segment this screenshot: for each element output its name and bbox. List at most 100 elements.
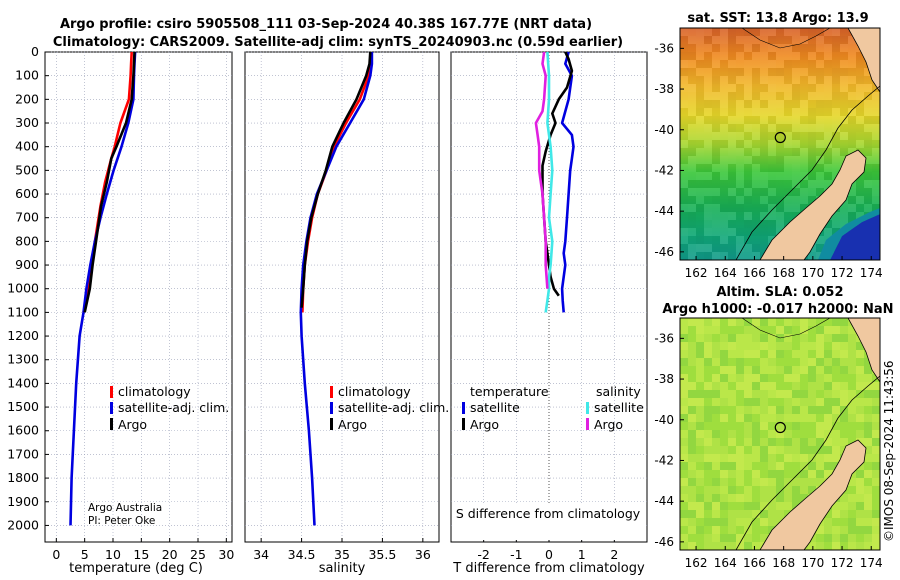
texture-cell bbox=[712, 180, 720, 188]
texture-cell bbox=[808, 84, 816, 92]
texture-cell bbox=[824, 156, 832, 164]
texture-cell bbox=[736, 188, 744, 196]
texture-cell bbox=[840, 518, 848, 526]
texture-cell bbox=[736, 366, 744, 374]
texture-cell bbox=[840, 542, 848, 550]
texture-cell bbox=[720, 358, 728, 366]
texture-cell bbox=[824, 430, 832, 438]
texture-cell bbox=[680, 132, 688, 140]
texture-cell bbox=[744, 68, 752, 76]
texture-cell bbox=[776, 454, 784, 462]
texture-cell bbox=[720, 342, 728, 350]
texture-cell bbox=[760, 44, 768, 52]
texture-cell bbox=[768, 84, 776, 92]
y-tick-label: 1300 bbox=[7, 352, 39, 367]
texture-cell bbox=[800, 406, 808, 414]
texture-cell bbox=[752, 502, 760, 510]
texture-cell bbox=[728, 84, 736, 92]
texture-cell bbox=[744, 212, 752, 220]
texture-cell bbox=[728, 454, 736, 462]
texture-cell bbox=[760, 350, 768, 358]
texture-cell bbox=[688, 526, 696, 534]
texture-cell bbox=[776, 366, 784, 374]
texture-cell bbox=[696, 478, 704, 486]
texture-cell bbox=[872, 534, 880, 542]
texture-cell bbox=[856, 398, 864, 406]
texture-cell bbox=[752, 92, 760, 100]
texture-cell bbox=[680, 116, 688, 124]
texture-cell bbox=[800, 382, 808, 390]
texture-cell bbox=[864, 108, 872, 116]
texture-cell bbox=[728, 326, 736, 334]
texture-cell bbox=[728, 132, 736, 140]
texture-cell bbox=[720, 350, 728, 358]
texture-cell bbox=[688, 326, 696, 334]
texture-cell bbox=[872, 374, 880, 382]
texture-cell bbox=[760, 204, 768, 212]
lon-tick-label: 162 bbox=[685, 266, 708, 280]
legend-mark-climatology bbox=[330, 386, 333, 398]
texture-cell bbox=[856, 414, 864, 422]
texture-cell bbox=[776, 180, 784, 188]
texture-cell bbox=[864, 406, 872, 414]
texture-cell bbox=[752, 172, 760, 180]
texture-cell bbox=[760, 92, 768, 100]
texture-cell bbox=[720, 374, 728, 382]
texture-cell bbox=[696, 502, 704, 510]
legend-mark-argo bbox=[330, 418, 333, 430]
texture-cell bbox=[712, 252, 720, 260]
texture-cell bbox=[872, 116, 880, 124]
texture-cell bbox=[768, 358, 776, 366]
texture-cell bbox=[720, 44, 728, 52]
y-tick-label: 1800 bbox=[7, 470, 39, 485]
texture-cell bbox=[856, 76, 864, 84]
texture-cell bbox=[784, 172, 792, 180]
texture-cell bbox=[768, 334, 776, 342]
texture-cell bbox=[720, 92, 728, 100]
texture-cell bbox=[736, 84, 744, 92]
texture-cell bbox=[680, 430, 688, 438]
texture-cell bbox=[840, 220, 848, 228]
texture-cell bbox=[808, 478, 816, 486]
texture-cell bbox=[720, 430, 728, 438]
texture-cell bbox=[680, 76, 688, 84]
texture-cell bbox=[872, 478, 880, 486]
texture-cell bbox=[832, 76, 840, 84]
texture-cell bbox=[752, 414, 760, 422]
temperature-series bbox=[69, 52, 137, 526]
texture-cell bbox=[800, 438, 808, 446]
texture-cell bbox=[712, 244, 720, 252]
texture-cell bbox=[696, 406, 704, 414]
texture-cell bbox=[776, 422, 784, 430]
texture-cell bbox=[864, 76, 872, 84]
texture-cell bbox=[736, 116, 744, 124]
texture-cell bbox=[736, 462, 744, 470]
texture-cell bbox=[688, 188, 696, 196]
texture-cell bbox=[752, 52, 760, 60]
texture-cell bbox=[760, 462, 768, 470]
legend-label-climatology: climatology bbox=[118, 384, 191, 399]
texture-cell bbox=[720, 100, 728, 108]
s-difference-label-bg bbox=[452, 504, 646, 540]
texture-cell bbox=[824, 518, 832, 526]
texture-cell bbox=[816, 454, 824, 462]
texture-cell bbox=[816, 414, 824, 422]
texture-cell bbox=[784, 140, 792, 148]
texture-cell bbox=[792, 204, 800, 212]
y-tick-label: 1500 bbox=[7, 399, 39, 414]
texture-cell bbox=[808, 350, 816, 358]
texture-cell bbox=[816, 180, 824, 188]
texture-cell bbox=[800, 156, 808, 164]
texture-cell bbox=[824, 406, 832, 414]
texture-cell bbox=[872, 156, 880, 164]
texture-cell bbox=[848, 148, 856, 156]
texture-cell bbox=[752, 68, 760, 76]
texture-cell bbox=[704, 92, 712, 100]
texture-cell bbox=[816, 84, 824, 92]
texture-cell bbox=[720, 140, 728, 148]
texture-cell bbox=[704, 236, 712, 244]
texture-cell bbox=[712, 116, 720, 124]
texture-cell bbox=[872, 462, 880, 470]
texture-cell bbox=[728, 486, 736, 494]
texture-cell bbox=[688, 390, 696, 398]
